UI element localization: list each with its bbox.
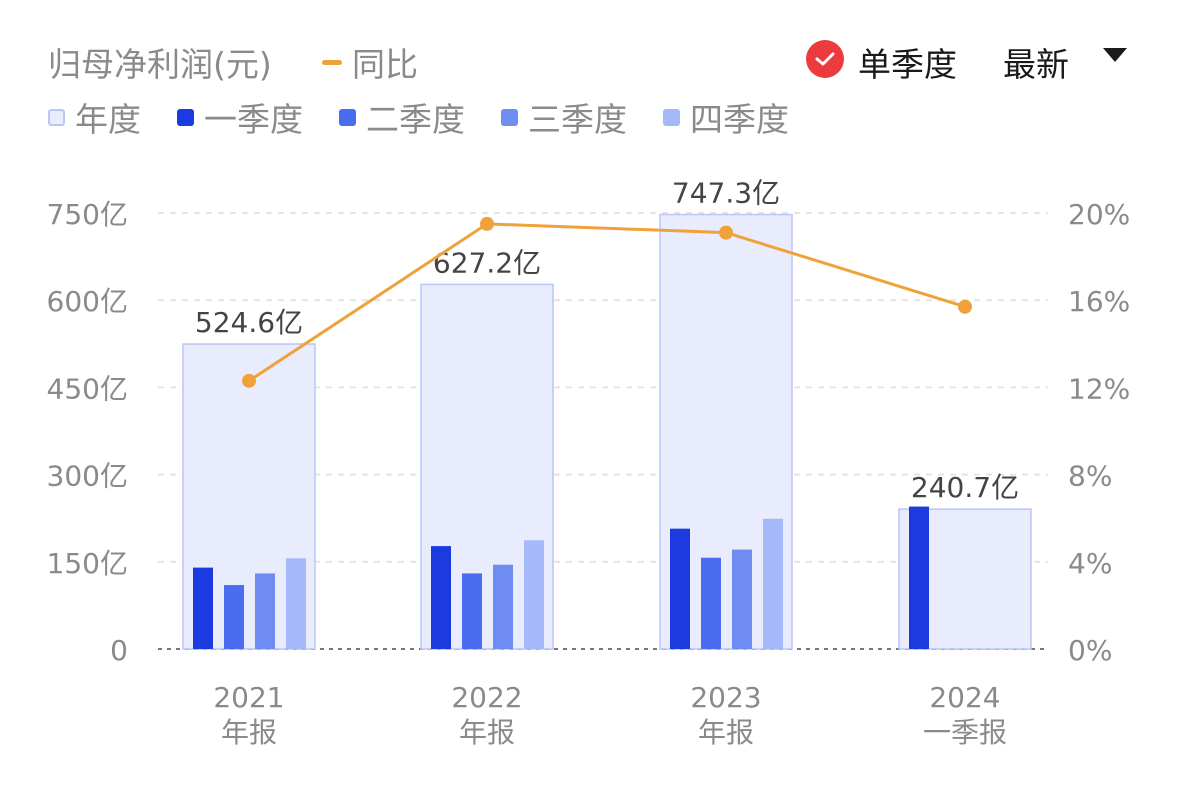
quarter-bar-q2 <box>701 557 721 649</box>
x-tick-label-period: 年报 <box>221 716 277 749</box>
yoy-legend: 同比 <box>322 38 418 86</box>
yoy-line <box>248 222 966 383</box>
y-left-tick-label: 600亿 <box>47 285 128 318</box>
yoy-point <box>480 216 494 231</box>
legend-item-q1[interactable]: 一季度 <box>177 93 303 141</box>
quarter-bar-q3 <box>255 573 275 649</box>
legend-label-q4: 四季度 <box>690 100 789 139</box>
legend-item-q4[interactable]: 四季度 <box>663 93 789 141</box>
y-right-tick-label: 8% <box>1068 460 1112 493</box>
quarter-bar-q4 <box>763 518 783 649</box>
yoy-legend-label: 同比 <box>352 45 418 84</box>
legend-label-q3: 三季度 <box>528 100 627 139</box>
legend-swatch-annual <box>48 108 65 126</box>
y-left-tick-label: 450亿 <box>47 372 128 405</box>
x-tick-label-year: 2021 <box>213 681 284 714</box>
chart-title: 归母净利润(元) <box>48 45 272 84</box>
legend-label-q2: 二季度 <box>366 100 465 139</box>
checkmark-icon <box>815 52 835 66</box>
annual-value-label: 524.6亿 <box>195 306 303 339</box>
annual-value-label: 240.7亿 <box>911 471 1019 504</box>
y-right-tick-label: 4% <box>1068 547 1112 580</box>
annual-value-label: 627.2亿 <box>433 246 541 279</box>
y-right-tick-label: 12% <box>1068 372 1130 405</box>
x-tick-label-year: 2024 <box>929 681 1000 714</box>
legend-item-q3[interactable]: 三季度 <box>501 93 627 141</box>
x-tick-label-year: 2023 <box>690 681 761 714</box>
sort-dropdown[interactable]: 最新 <box>1003 38 1127 86</box>
yoy-point <box>719 225 733 240</box>
x-tick-label-period: 一季报 <box>923 716 1007 749</box>
x-tick-label-period: 年报 <box>698 716 754 749</box>
quarter-bar-q3 <box>732 549 752 649</box>
caret-down-icon <box>1103 48 1127 62</box>
y-right-tick-label: 16% <box>1068 285 1130 318</box>
legend-swatch-q4 <box>663 108 680 126</box>
legend-item-q2[interactable]: 二季度 <box>339 93 465 141</box>
y-right-tick-label: 0% <box>1068 634 1112 667</box>
quarter-bar-q1 <box>193 567 213 649</box>
quarter-bar-q4 <box>286 558 306 649</box>
quarter-bar-q1 <box>670 528 690 649</box>
series-legend: 年度 一季度 二季度 三季度 四季度 <box>48 93 825 141</box>
x-tick-label-period: 年报 <box>459 716 515 749</box>
legend-swatch-q1 <box>177 108 194 126</box>
yoy-point <box>242 373 256 388</box>
quarter-bar-q1 <box>909 506 929 649</box>
quarter-bar-q2 <box>224 585 244 649</box>
quarter-bar-q3 <box>493 564 513 649</box>
legend-swatch-q2 <box>339 108 356 126</box>
yoy-line-swatch <box>322 59 342 65</box>
sort-dropdown-label: 最新 <box>1003 45 1069 84</box>
y-left-tick-label: 750亿 <box>47 198 128 231</box>
quarter-bar-q2 <box>462 573 482 649</box>
y-left-tick-label: 150亿 <box>47 547 128 580</box>
single-quarter-checkbox[interactable] <box>806 40 844 78</box>
yoy-point <box>958 299 972 314</box>
quarter-bar-q4 <box>524 540 544 649</box>
y-left-tick-label: 0 <box>110 634 128 667</box>
legend-item-annual[interactable]: 年度 <box>48 93 141 141</box>
quarter-bar-q1 <box>431 546 451 649</box>
x-tick-label-year: 2022 <box>451 681 522 714</box>
single-quarter-label[interactable]: 单季度 <box>858 45 957 84</box>
legend-label-q1: 一季度 <box>204 100 303 139</box>
legend-swatch-q3 <box>501 108 518 126</box>
annual-value-label: 747.3亿 <box>672 177 780 210</box>
legend-label-annual: 年度 <box>75 100 141 139</box>
y-right-tick-label: 20% <box>1068 198 1130 231</box>
y-left-tick-label: 300亿 <box>47 460 128 493</box>
